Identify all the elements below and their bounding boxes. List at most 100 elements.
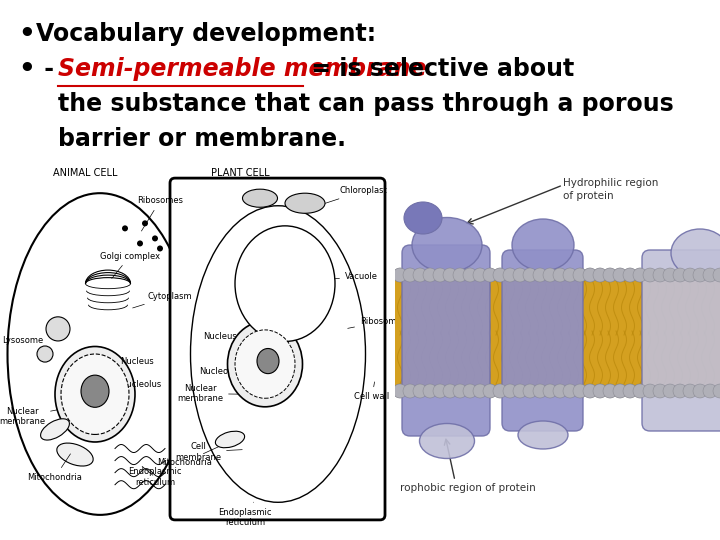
Circle shape [523, 384, 537, 398]
Circle shape [573, 384, 587, 398]
Text: Endoplasmic
reticulum: Endoplasmic reticulum [218, 502, 271, 527]
Circle shape [653, 268, 667, 282]
Text: -: - [36, 57, 62, 81]
Circle shape [643, 384, 657, 398]
Circle shape [403, 384, 417, 398]
Text: Endoplasmic
reticulum: Endoplasmic reticulum [128, 467, 181, 487]
Circle shape [393, 268, 407, 282]
Circle shape [583, 384, 597, 398]
Circle shape [693, 384, 707, 398]
Circle shape [473, 384, 487, 398]
Text: •: • [18, 22, 35, 48]
Text: Vocabulary development:: Vocabulary development: [36, 22, 376, 46]
Circle shape [633, 384, 647, 398]
Circle shape [623, 384, 637, 398]
Circle shape [403, 268, 417, 282]
Ellipse shape [257, 348, 279, 374]
Circle shape [593, 268, 607, 282]
Circle shape [493, 268, 507, 282]
Circle shape [493, 384, 507, 398]
Circle shape [613, 268, 627, 282]
Text: of protein: of protein [563, 191, 613, 201]
Circle shape [473, 268, 487, 282]
Circle shape [403, 268, 417, 282]
Circle shape [463, 384, 477, 398]
Ellipse shape [235, 226, 335, 341]
Circle shape [583, 268, 597, 282]
Circle shape [423, 384, 437, 398]
Circle shape [563, 384, 577, 398]
Circle shape [503, 268, 517, 282]
Circle shape [703, 268, 717, 282]
Text: Semi-permeable membrane: Semi-permeable membrane [58, 57, 426, 81]
Text: Nucleolus: Nucleolus [199, 364, 265, 376]
Circle shape [713, 384, 720, 398]
Circle shape [643, 384, 657, 398]
FancyBboxPatch shape [395, 328, 720, 386]
Circle shape [553, 384, 567, 398]
Circle shape [513, 268, 527, 282]
Ellipse shape [81, 375, 109, 407]
Circle shape [563, 268, 577, 282]
Circle shape [633, 268, 647, 282]
FancyBboxPatch shape [170, 178, 385, 520]
Circle shape [483, 268, 497, 282]
Circle shape [473, 268, 487, 282]
Ellipse shape [512, 219, 574, 271]
Circle shape [673, 384, 687, 398]
Ellipse shape [243, 189, 277, 207]
Ellipse shape [40, 419, 69, 440]
Circle shape [533, 384, 547, 398]
Circle shape [142, 220, 148, 226]
Circle shape [653, 268, 667, 282]
Circle shape [393, 384, 407, 398]
Circle shape [513, 384, 527, 398]
Circle shape [653, 384, 667, 398]
Text: Nucleus: Nucleus [203, 332, 262, 350]
Circle shape [643, 268, 657, 282]
Text: Mitochondria: Mitochondria [27, 454, 82, 482]
Circle shape [523, 384, 537, 398]
Circle shape [563, 268, 577, 282]
Circle shape [693, 268, 707, 282]
Text: Nuclear
membrane: Nuclear membrane [0, 407, 58, 427]
Circle shape [703, 384, 717, 398]
Circle shape [683, 268, 697, 282]
Circle shape [423, 384, 437, 398]
Circle shape [493, 268, 507, 282]
Circle shape [693, 268, 707, 282]
Circle shape [703, 268, 717, 282]
FancyBboxPatch shape [395, 276, 720, 335]
Circle shape [453, 268, 467, 282]
Circle shape [673, 268, 687, 282]
Circle shape [433, 268, 447, 282]
Circle shape [683, 384, 697, 398]
Circle shape [503, 384, 517, 398]
Text: Cell wall: Cell wall [354, 382, 390, 401]
Circle shape [46, 317, 70, 341]
Circle shape [573, 268, 587, 282]
Circle shape [483, 384, 497, 398]
Text: Nucleus: Nucleus [98, 357, 154, 373]
Circle shape [623, 268, 637, 282]
FancyBboxPatch shape [402, 245, 490, 436]
Text: barrier or membrane.: barrier or membrane. [58, 127, 346, 151]
Circle shape [483, 384, 497, 398]
Circle shape [403, 384, 417, 398]
Text: Cell
membrane: Cell membrane [175, 442, 242, 462]
Ellipse shape [55, 347, 135, 442]
Circle shape [413, 384, 427, 398]
Circle shape [603, 268, 617, 282]
Circle shape [433, 384, 447, 398]
Circle shape [633, 384, 647, 398]
Circle shape [523, 268, 537, 282]
Circle shape [413, 268, 427, 282]
Circle shape [443, 268, 457, 282]
Circle shape [713, 384, 720, 398]
Ellipse shape [191, 206, 366, 502]
Circle shape [483, 268, 497, 282]
Circle shape [543, 268, 557, 282]
Circle shape [523, 268, 537, 282]
Circle shape [623, 268, 637, 282]
Circle shape [453, 384, 467, 398]
